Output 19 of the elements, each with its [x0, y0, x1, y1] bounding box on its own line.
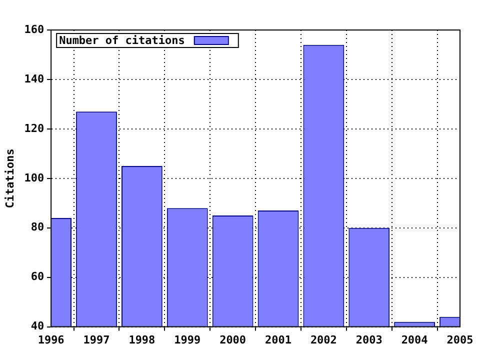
y-tick-label: 100: [24, 171, 44, 184]
y-tick-label: 40: [30, 320, 44, 333]
x-tick-label: 2005: [446, 333, 474, 346]
x-tick-label: 1996: [38, 333, 65, 346]
y-tick-label: 80: [30, 220, 44, 234]
x-tick-label: 2004: [401, 333, 428, 346]
y-tick-label: 140: [24, 72, 44, 86]
y-axis-title: Citations: [3, 148, 16, 208]
legend-label: Number of citations: [59, 34, 185, 47]
x-tick-label: 2000: [220, 333, 246, 346]
x-tick-label: 2003: [356, 333, 382, 346]
x-tick-label: 1998: [128, 333, 156, 346]
x-tick-label: 2001: [265, 333, 292, 346]
y-tick-label: 160: [24, 22, 44, 36]
x-tick-label: 2002: [310, 333, 337, 346]
x-tick-label: 1999: [174, 333, 201, 346]
x-tick-label: 1997: [83, 333, 110, 346]
y-tick-label: 120: [24, 122, 44, 135]
y-tick-label: 60: [30, 270, 44, 284]
